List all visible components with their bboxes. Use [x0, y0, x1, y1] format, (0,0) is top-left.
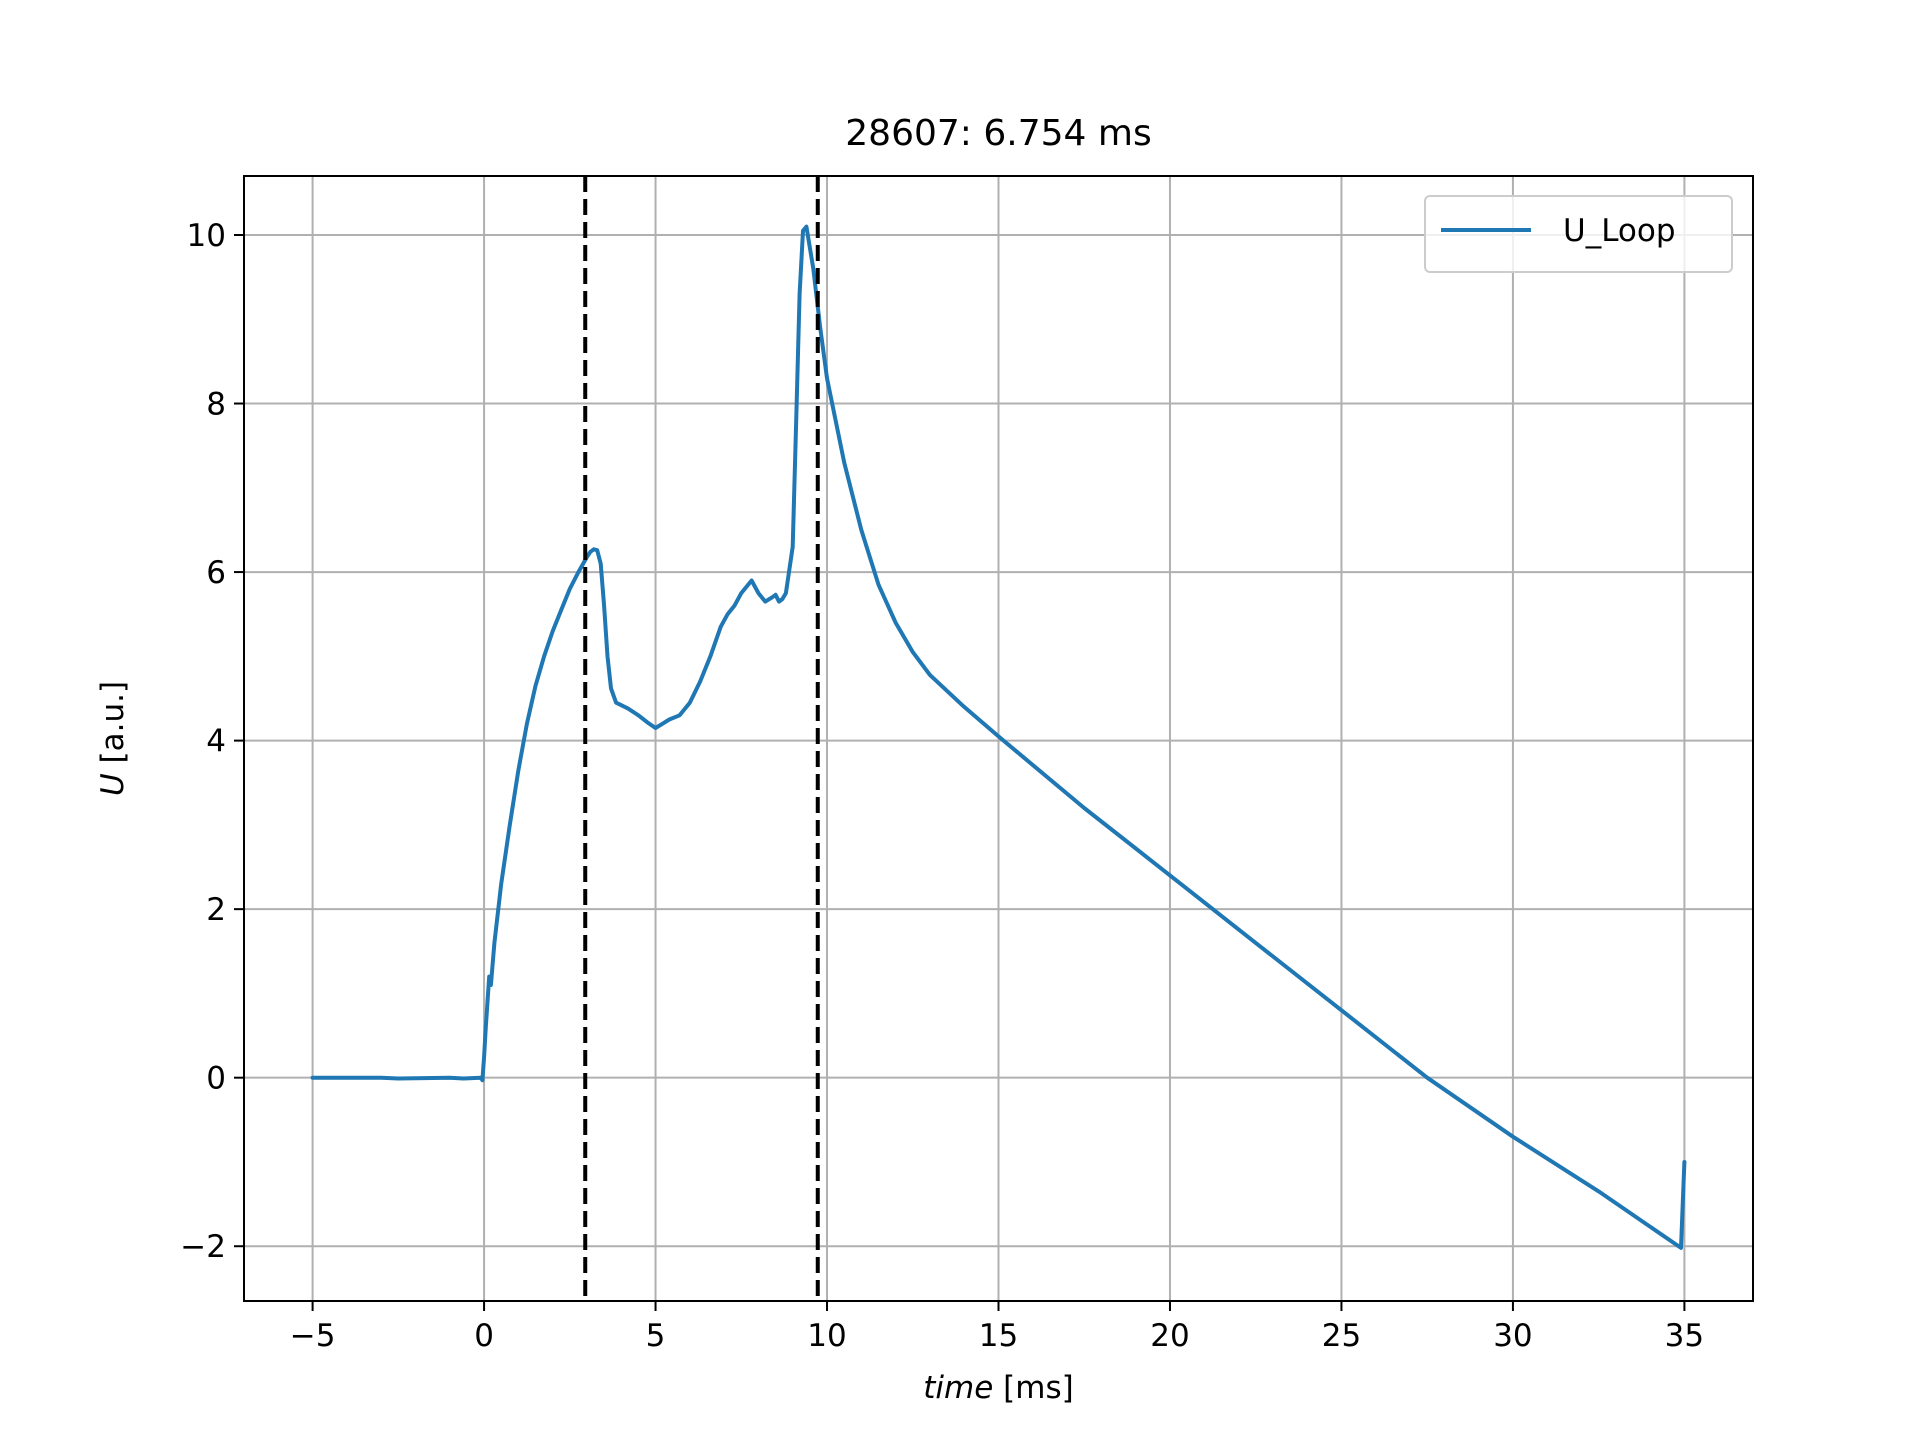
- x-tick-label: 0: [474, 1318, 494, 1354]
- y-axis-label-name: U: [95, 773, 131, 796]
- x-tick-label: 10: [807, 1318, 846, 1354]
- x-axis-label-name: time: [923, 1370, 993, 1406]
- y-axis-label-unit: [a.u.]: [95, 681, 131, 773]
- grid-lines: [244, 176, 1753, 1301]
- x-tick-label: 15: [979, 1318, 1018, 1354]
- data-layer: [310, 176, 1687, 1301]
- y-tick-label: 8: [206, 387, 226, 423]
- y-tick-label: 6: [206, 555, 226, 591]
- legend-box: [1424, 195, 1733, 273]
- x-axis-label-unit: [ms]: [993, 1370, 1073, 1406]
- x-tick-label: 35: [1665, 1318, 1704, 1354]
- x-tick-label: −5: [290, 1318, 336, 1354]
- y-tick-label: 10: [187, 218, 226, 254]
- y-axis-label: U [a.u.]: [95, 681, 131, 796]
- series-line-u-loop: [310, 224, 1687, 1250]
- y-tick-label: 0: [206, 1061, 226, 1097]
- x-axis-label: time [ms]: [923, 1370, 1073, 1406]
- chart-title: 28607: 6.754 ms: [845, 113, 1151, 154]
- x-tick-label: 20: [1150, 1318, 1189, 1354]
- x-tick-label: 5: [646, 1318, 666, 1354]
- x-tick-label: 25: [1322, 1318, 1361, 1354]
- ticks: −5 0 5 10 15 20 25 30 35 −2 0 2 4 6 8 10: [180, 218, 1704, 1354]
- legend-label-u-loop: U_Loop: [1563, 213, 1676, 249]
- y-tick-label: 4: [206, 724, 226, 760]
- y-tick-label: 2: [206, 892, 226, 928]
- y-tick-label: −2: [180, 1229, 226, 1265]
- x-tick-label: 30: [1493, 1318, 1532, 1354]
- legend: U_Loop: [1424, 195, 1733, 273]
